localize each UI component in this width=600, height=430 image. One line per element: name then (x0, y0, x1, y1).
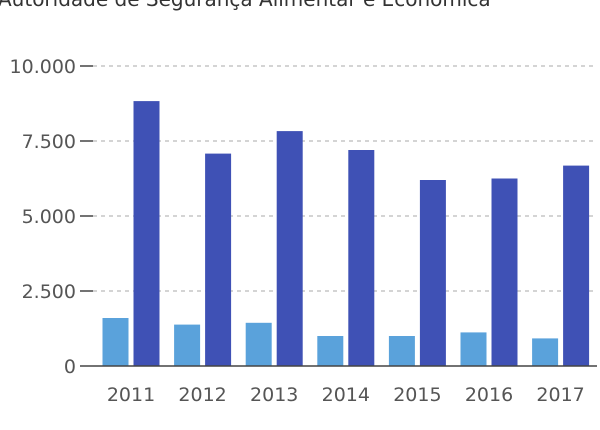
x-tick-label: 2016 (465, 384, 513, 406)
bar-2015-series-2 (419, 180, 446, 366)
y-tick-label: 5.000 (22, 206, 76, 228)
gridlines (93, 65, 597, 292)
bars (102, 101, 590, 366)
y-tick-label: 7.500 (22, 131, 76, 153)
x-tick-label: 2015 (393, 384, 441, 406)
bar-2014-series-2 (348, 150, 375, 366)
bar-2015-series-1 (388, 336, 415, 366)
bar-2011-series-2 (133, 101, 160, 366)
y-tick-label: 10.000 (10, 56, 76, 78)
bar-2016-series-1 (460, 332, 487, 366)
x-tick-label: 2012 (178, 384, 226, 406)
y-tick-label: 2.500 (22, 281, 76, 303)
bar-2016-series-2 (491, 178, 518, 366)
y-axis-ticks: 0 2.500 5.000 7.500 10.000 (10, 56, 93, 378)
x-axis-ticks: 2011 2012 2013 2014 2015 2016 2017 (107, 384, 585, 406)
bar-2013-series-2 (276, 131, 303, 366)
x-tick-label: 2014 (322, 384, 370, 406)
bar-2012-series-1 (174, 324, 201, 366)
bar-2014-series-1 (317, 336, 344, 366)
bar-2011-series-1 (102, 318, 129, 366)
bar-2017-series-1 (532, 338, 559, 366)
bar-2012-series-2 (205, 153, 232, 366)
x-tick-label: 2011 (107, 384, 155, 406)
bar-2017-series-2 (563, 165, 590, 366)
chart-title: Autoridade de Segurança Alimentar e Econ… (0, 0, 491, 11)
x-tick-label: 2013 (250, 384, 298, 406)
bar-2013-series-1 (245, 322, 272, 366)
y-tick-label: 0 (64, 356, 76, 378)
x-tick-label: 2017 (536, 384, 584, 406)
